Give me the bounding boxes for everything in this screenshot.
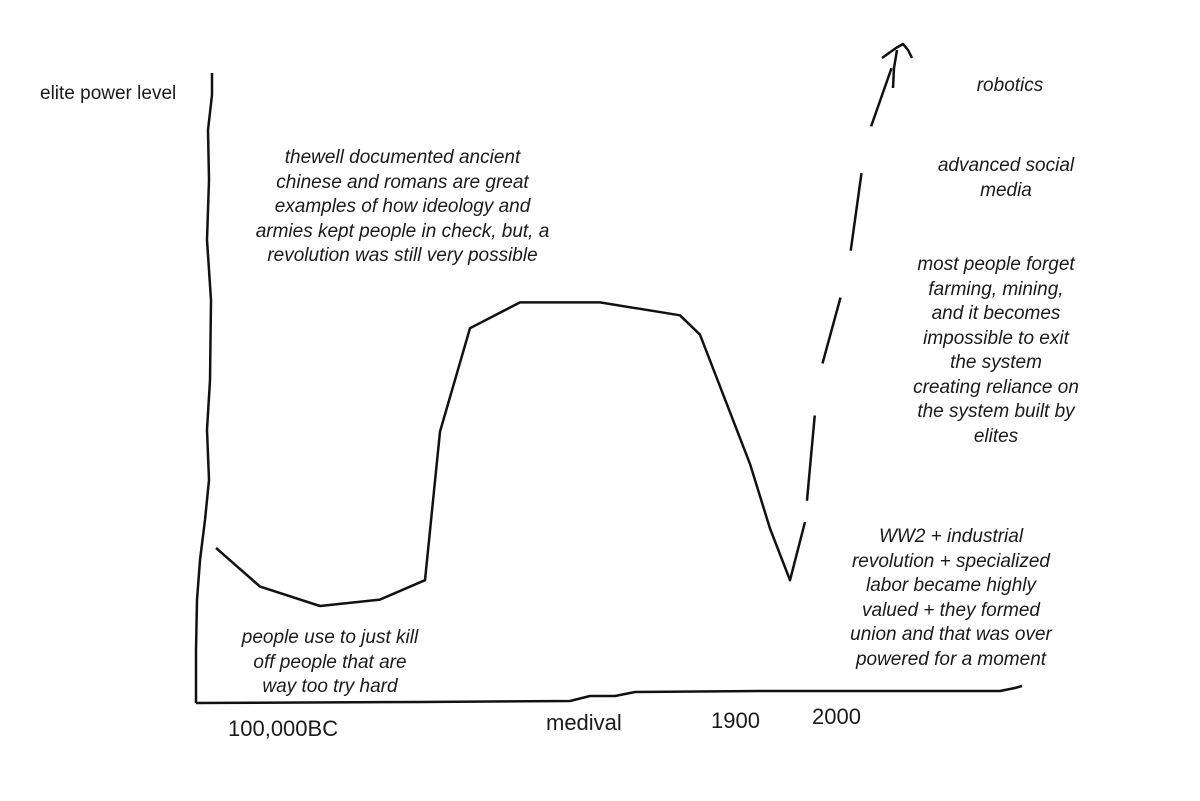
annotation-line: and it becomes <box>886 302 1106 327</box>
annotation-line: revolution was still very possible <box>215 244 590 269</box>
elite-power-rising-dashes <box>807 68 892 500</box>
line-dash-segment <box>871 68 891 126</box>
line-dash-segment <box>823 298 841 364</box>
annotation-kill: people use to just kill off people that … <box>210 626 450 700</box>
annotation-line: elites <box>886 425 1106 450</box>
annotation-line: the system <box>886 351 1106 376</box>
annotation-line: union and that was over <box>822 623 1080 648</box>
annotation-line: creating reliance on <box>886 376 1106 401</box>
y-axis <box>196 73 212 703</box>
annotation-robotics: robotics <box>940 74 1080 99</box>
annotation-line: the system built by <box>886 400 1106 425</box>
x-tick-label: 1900 <box>711 708 760 734</box>
annotation-forget: most people forget farming, mining, and … <box>886 253 1106 449</box>
x-tick-label: 100,000BC <box>228 716 338 742</box>
x-tick-label: 2000 <box>812 704 861 730</box>
annotation-ancient: thewell documented ancient chinese and r… <box>215 146 590 269</box>
annotation-ww2: WW2 + industrial revolution + specialize… <box>822 525 1080 672</box>
annotation-line: farming, mining, <box>886 278 1106 303</box>
arrow-shaft <box>893 50 897 88</box>
line-dash-segment <box>851 173 862 251</box>
annotation-line: way too try hard <box>210 675 450 700</box>
annotation-line: labor became highly <box>822 574 1080 599</box>
line-dash-segment <box>807 415 815 500</box>
y-axis-label: elite power level <box>40 83 176 105</box>
annotation-line: advanced social <box>906 154 1106 179</box>
annotation-line: revolution + specialized <box>822 550 1080 575</box>
annotation-social-media: advanced social media <box>906 154 1106 203</box>
annotation-line: impossible to exit <box>886 327 1106 352</box>
annotation-line: armies kept people in check, but, a <box>215 220 590 245</box>
annotation-line: valued + they formed <box>822 599 1080 624</box>
annotation-line: chinese and romans are great <box>215 171 590 196</box>
annotation-line: examples of how ideology and <box>215 195 590 220</box>
elite-power-line <box>216 302 805 606</box>
annotation-line: media <box>906 179 1106 204</box>
annotation-line: powered for a moment <box>822 648 1080 673</box>
annotation-line: off people that are <box>210 651 450 676</box>
annotation-line: thewell documented ancient <box>215 146 590 171</box>
annotation-line: people use to just kill <box>210 626 450 651</box>
annotation-line: most people forget <box>886 253 1106 278</box>
annotation-line: WW2 + industrial <box>822 525 1080 550</box>
x-tick-label: medival <box>546 710 622 736</box>
